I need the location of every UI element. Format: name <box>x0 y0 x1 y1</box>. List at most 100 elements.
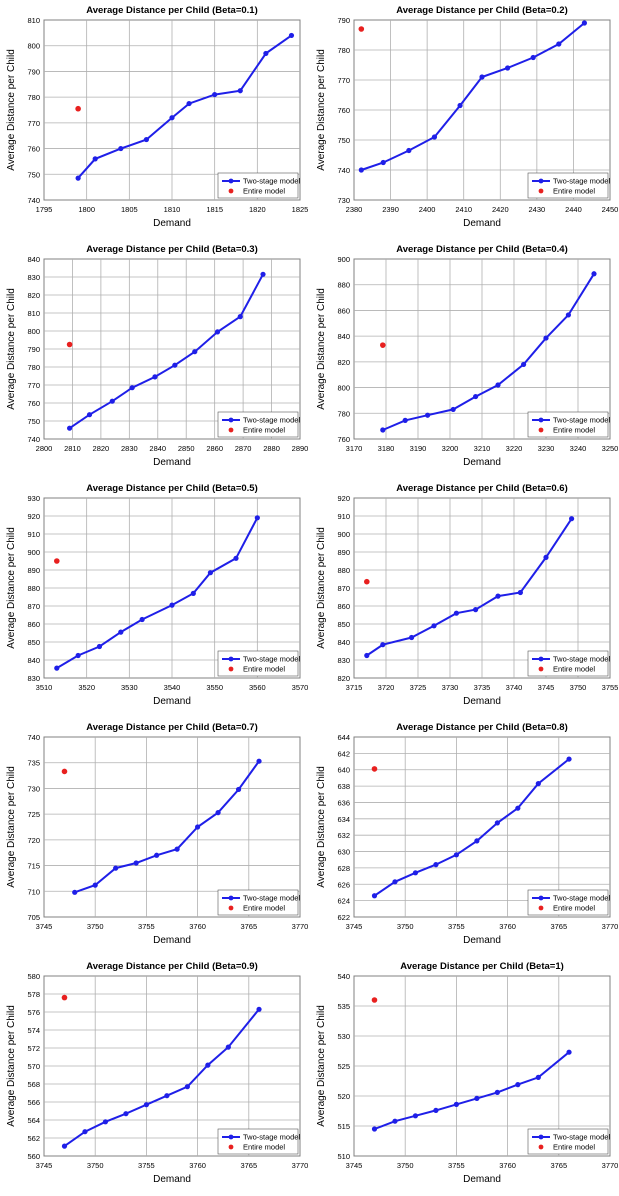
y-tick-label: 628 <box>337 864 350 873</box>
two-stage-point <box>380 159 386 166</box>
two-stage-point <box>431 134 438 140</box>
y-axis-label: Average Distance per Child <box>6 766 17 888</box>
two-stage-line <box>69 273 264 430</box>
x-tick-label: 2890 <box>292 444 309 453</box>
two-stage-point <box>86 412 93 418</box>
legend-two-stage-marker <box>538 895 544 901</box>
two-stage-point <box>556 41 562 47</box>
x-tick-label: 2850 <box>178 444 195 453</box>
y-tick-label: 630 <box>337 848 350 857</box>
y-tick-label: 790 <box>27 67 40 76</box>
legend-two-stage-marker <box>228 417 234 423</box>
y-tick-label: 570 <box>27 1062 40 1071</box>
x-tick-label: 3530 <box>121 683 138 692</box>
two-stage-line <box>74 760 260 894</box>
entire-model-point <box>371 766 378 772</box>
legend-entire-label: Entire model <box>553 187 595 196</box>
x-axis-label: Demand <box>153 696 191 707</box>
two-stage-line <box>374 1051 570 1130</box>
two-stage-point <box>473 607 479 613</box>
legend-entire-marker <box>228 666 234 672</box>
x-tick-label: 3760 <box>189 922 206 931</box>
two-stage-line <box>56 517 259 669</box>
legend-entire-marker <box>228 427 234 433</box>
legend-two-stage-label: Two-stage model <box>243 177 300 186</box>
y-tick-label: 760 <box>337 106 350 115</box>
y-tick-label: 540 <box>337 972 350 981</box>
x-tick-label: 3745 <box>346 1161 363 1170</box>
y-tick-label: 750 <box>27 170 40 179</box>
two-stage-point <box>581 20 587 26</box>
legend-entire-label: Entire model <box>243 426 285 435</box>
two-stage-point <box>521 361 527 368</box>
two-stage-point <box>591 271 597 277</box>
x-tick-label: 3765 <box>550 922 567 931</box>
two-stage-point <box>505 65 511 71</box>
x-tick-label: 3200 <box>442 444 459 453</box>
y-tick-label: 640 <box>337 766 350 775</box>
two-stage-point <box>565 312 571 318</box>
y-tick-label: 820 <box>27 291 40 300</box>
x-axis-label: Demand <box>153 218 191 229</box>
two-stage-line <box>373 758 570 897</box>
two-stage-point <box>118 145 124 152</box>
two-stage-point <box>494 1089 500 1095</box>
x-tick-label: 3755 <box>448 1161 465 1170</box>
x-tick-label: 3570 <box>292 683 309 692</box>
chart-title: Average Distance per Child (Beta=0.8) <box>396 722 568 733</box>
y-tick-label: 525 <box>337 1062 350 1071</box>
y-tick-label: 760 <box>27 145 40 154</box>
two-stage-point <box>402 417 408 423</box>
y-tick-label: 740 <box>27 733 40 742</box>
two-stage-point <box>205 1062 211 1068</box>
x-tick-label: 3760 <box>499 1161 516 1170</box>
x-tick-label: 3750 <box>397 1161 414 1170</box>
entire-model-point <box>358 26 365 32</box>
legend-two-stage-label: Two-stage model <box>243 655 300 664</box>
plot-area <box>43 736 301 918</box>
y-tick-label: 760 <box>337 435 350 444</box>
legend-box <box>217 889 299 916</box>
legend-entire-marker <box>228 1144 234 1150</box>
x-tick-label: 1820 <box>249 205 266 214</box>
y-tick-label: 900 <box>337 530 350 539</box>
x-tick-label: 1805 <box>121 205 138 214</box>
y-tick-label: 572 <box>27 1044 40 1053</box>
two-stage-point <box>431 623 437 629</box>
x-tick-label: 3730 <box>442 683 459 692</box>
x-tick-label: 2880 <box>263 444 280 453</box>
x-axis-label: Demand <box>463 696 501 707</box>
two-stage-point <box>535 781 541 787</box>
legend-entire-label: Entire model <box>243 665 285 674</box>
two-stage-point <box>474 838 480 844</box>
two-stage-point <box>543 554 549 560</box>
y-tick-label: 820 <box>337 674 350 683</box>
legend-entire-label: Entire model <box>553 1143 595 1152</box>
x-axis-label: Demand <box>153 935 191 946</box>
two-stage-point <box>358 167 364 173</box>
x-tick-label: 2450 <box>602 205 619 214</box>
y-axis-label: Average Distance per Child <box>6 288 17 410</box>
chart-9: 3745 3750 3755 3760 3765 3770 560 562 564 566 568 5… <box>6 961 308 1185</box>
two-stage-point <box>371 893 378 899</box>
y-tick-label: 580 <box>27 972 40 981</box>
entire-model-point <box>380 342 386 348</box>
two-stage-point <box>453 610 459 616</box>
y-tick-label: 780 <box>337 409 350 418</box>
legend-two-stage-marker <box>228 178 234 184</box>
x-tick-label: 3560 <box>249 683 266 692</box>
legend-two-stage-label: Two-stage model <box>553 177 610 186</box>
two-stage-point <box>453 1101 459 1107</box>
x-tick-label: 1800 <box>78 205 95 214</box>
y-tick-label: 622 <box>337 913 350 922</box>
y-tick-label: 780 <box>27 93 40 102</box>
two-stage-point <box>412 870 419 876</box>
legend-entire-marker <box>538 427 544 433</box>
two-stage-point <box>133 860 139 866</box>
two-stage-point <box>457 102 463 109</box>
chart-7: 3745 3750 3755 3760 3765 3770 705 710 715 720 725 7… <box>6 722 308 946</box>
chart-title: Average Distance per Child (Beta=0.2) <box>396 5 568 16</box>
entire-model-point <box>66 341 73 348</box>
x-tick-label: 3735 <box>474 683 491 692</box>
